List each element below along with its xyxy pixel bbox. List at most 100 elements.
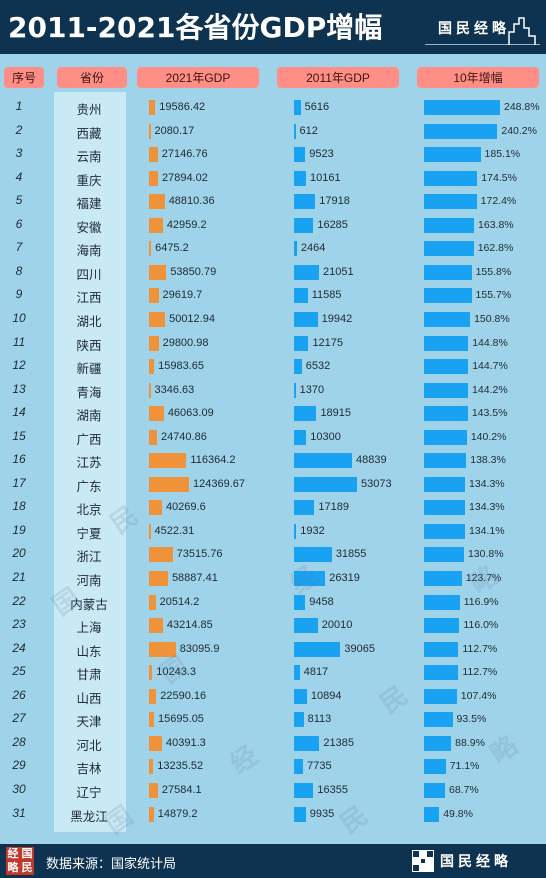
table-row: 4 重庆 27894.02 10161 174.5% bbox=[0, 167, 546, 191]
gdp-2021-value: 116364.2 bbox=[190, 454, 236, 467]
growth-bar bbox=[424, 735, 452, 751]
gdp-2011-value: 31855 bbox=[335, 548, 367, 561]
province-cell: 云南 bbox=[76, 150, 102, 165]
table-row: 21 河南 58887.41 26319 123.7% bbox=[0, 567, 546, 591]
gdp-2021-value: 43214.85 bbox=[166, 619, 213, 632]
province-cell: 湖南 bbox=[76, 409, 102, 424]
gdp-2011-value: 10300 bbox=[310, 430, 341, 443]
gdp-2011-value: 1932 bbox=[300, 524, 325, 537]
rank-cell: 13 bbox=[12, 381, 26, 396]
growth-value: 163.8% bbox=[478, 218, 514, 231]
growth-bar bbox=[424, 335, 469, 351]
rank-cell: 31 bbox=[12, 805, 26, 820]
brand-logo: 经 国 略 民 bbox=[6, 847, 34, 875]
province-cell: 天津 bbox=[76, 715, 102, 730]
growth-bar bbox=[424, 618, 460, 634]
table-row: 27 天津 15695.05 8113 93.5% bbox=[0, 708, 546, 732]
gdp-2011-bar bbox=[294, 429, 307, 445]
gdp-2021-bar bbox=[149, 311, 166, 327]
table-row: 12 新疆 15983.65 6532 144.7% bbox=[0, 355, 546, 379]
rank-cell: 18 bbox=[12, 499, 26, 514]
gdp-2011-value: 16285 bbox=[317, 218, 348, 231]
growth-value: 138.3% bbox=[470, 454, 506, 467]
table-row: 20 浙江 73515.76 31855 130.8% bbox=[0, 543, 546, 567]
province-cell: 内蒙古 bbox=[70, 597, 108, 612]
growth-value: 174.5% bbox=[481, 171, 517, 184]
province-cell: 广西 bbox=[76, 432, 102, 447]
column-header: 2011年GDP bbox=[277, 67, 399, 88]
table-row: 28 河北 40391.3 21385 88.9% bbox=[0, 732, 546, 756]
rank-cell: 6 bbox=[15, 216, 23, 231]
table-row: 14 湖南 46063.09 18915 143.5% bbox=[0, 402, 546, 426]
table-row: 10 湖北 50012.94 19942 150.8% bbox=[0, 308, 546, 332]
province-cell: 江西 bbox=[76, 291, 102, 306]
province-cell: 西藏 bbox=[76, 126, 102, 141]
growth-value: 143.5% bbox=[471, 407, 508, 420]
growth-bar bbox=[424, 123, 498, 139]
province-cell: 黑龙江 bbox=[70, 809, 108, 824]
gdp-2021-bar bbox=[149, 618, 163, 634]
growth-bar bbox=[424, 782, 445, 798]
gdp-2021-bar bbox=[149, 288, 159, 304]
gdp-2011-value: 17189 bbox=[318, 501, 349, 514]
gdp-2011-value: 53073 bbox=[361, 477, 392, 490]
gdp-2021-value: 6475.2 bbox=[155, 242, 189, 255]
gdp-2011-bar bbox=[294, 406, 317, 422]
gdp-2021-bar bbox=[149, 453, 187, 469]
gdp-2011-bar bbox=[294, 594, 306, 610]
column-header: 10年增幅 bbox=[417, 67, 539, 88]
table-row: 29 吉林 13235.52 7735 71.1% bbox=[0, 755, 546, 779]
province-cell: 广东 bbox=[76, 479, 102, 494]
growth-value: 93.5% bbox=[456, 713, 487, 726]
gdp-2021-bar bbox=[149, 500, 162, 516]
growth-bar bbox=[424, 712, 453, 728]
table-row: 9 江西 29619.7 11585 155.7% bbox=[0, 284, 546, 308]
gdp-2011-value: 12175 bbox=[312, 336, 344, 349]
rank-cell: 14 bbox=[12, 405, 26, 420]
gdp-2011-bar bbox=[294, 665, 300, 681]
growth-value: 112.7% bbox=[462, 666, 498, 679]
gdp-2011-bar bbox=[294, 618, 318, 634]
gdp-2011-bar bbox=[294, 641, 341, 657]
growth-value: 112.7% bbox=[462, 642, 498, 655]
province-cell: 福建 bbox=[76, 197, 102, 212]
table-row: 17 广东 124369.67 53073 134.3% bbox=[0, 473, 546, 497]
gdp-2011-value: 7735 bbox=[307, 760, 332, 773]
brand-name-footer: 国民经略 bbox=[440, 854, 512, 870]
growth-value: 155.8% bbox=[475, 265, 512, 278]
province-cell: 辽宁 bbox=[76, 785, 102, 800]
growth-bar bbox=[424, 147, 481, 163]
logo-char: 民 bbox=[21, 861, 33, 874]
gdp-2011-bar bbox=[294, 100, 301, 115]
column-header: 2021年GDP bbox=[137, 67, 259, 88]
gdp-2021-value: 40391.3 bbox=[165, 736, 206, 749]
growth-bar bbox=[424, 264, 472, 280]
rank-cell: 8 bbox=[15, 263, 23, 278]
gdp-2021-value: 10243.3 bbox=[156, 666, 197, 679]
column-header: 序号 bbox=[4, 67, 44, 88]
growth-bar bbox=[424, 641, 459, 657]
gdp-2021-value: 14879.2 bbox=[157, 807, 198, 820]
gdp-2021-bar bbox=[149, 712, 155, 728]
gdp-2021-value: 58887.41 bbox=[171, 572, 218, 584]
gdp-2021-bar bbox=[149, 170, 158, 186]
logo-char: 略 bbox=[7, 861, 19, 874]
growth-bar bbox=[424, 100, 500, 115]
rank-cell: 9 bbox=[15, 287, 23, 302]
growth-bar bbox=[424, 523, 465, 539]
rank-cell: 23 bbox=[12, 617, 26, 632]
gdp-2021-value: 4522.31 bbox=[154, 524, 195, 537]
rank-cell: 21 bbox=[12, 570, 26, 584]
gdp-2011-bar bbox=[294, 453, 352, 469]
table-row: 1 贵州 19586.42 5616 248.8% bbox=[0, 96, 546, 120]
province-cell: 贵州 bbox=[76, 103, 102, 117]
gdp-2011-bar bbox=[294, 500, 315, 516]
gdp-2011-value: 17918 bbox=[319, 195, 350, 208]
growth-bar bbox=[424, 571, 462, 586]
gdp-2011-value: 10161 bbox=[310, 171, 341, 184]
column-header: 省份 bbox=[57, 67, 127, 88]
gdp-2021-value: 27584.1 bbox=[161, 783, 202, 796]
footer: 经 国 略 民 数据来源：国家统计局 国民经略 bbox=[0, 844, 546, 878]
gdp-2011-bar bbox=[294, 688, 307, 704]
gdp-2011-bar bbox=[294, 217, 314, 233]
